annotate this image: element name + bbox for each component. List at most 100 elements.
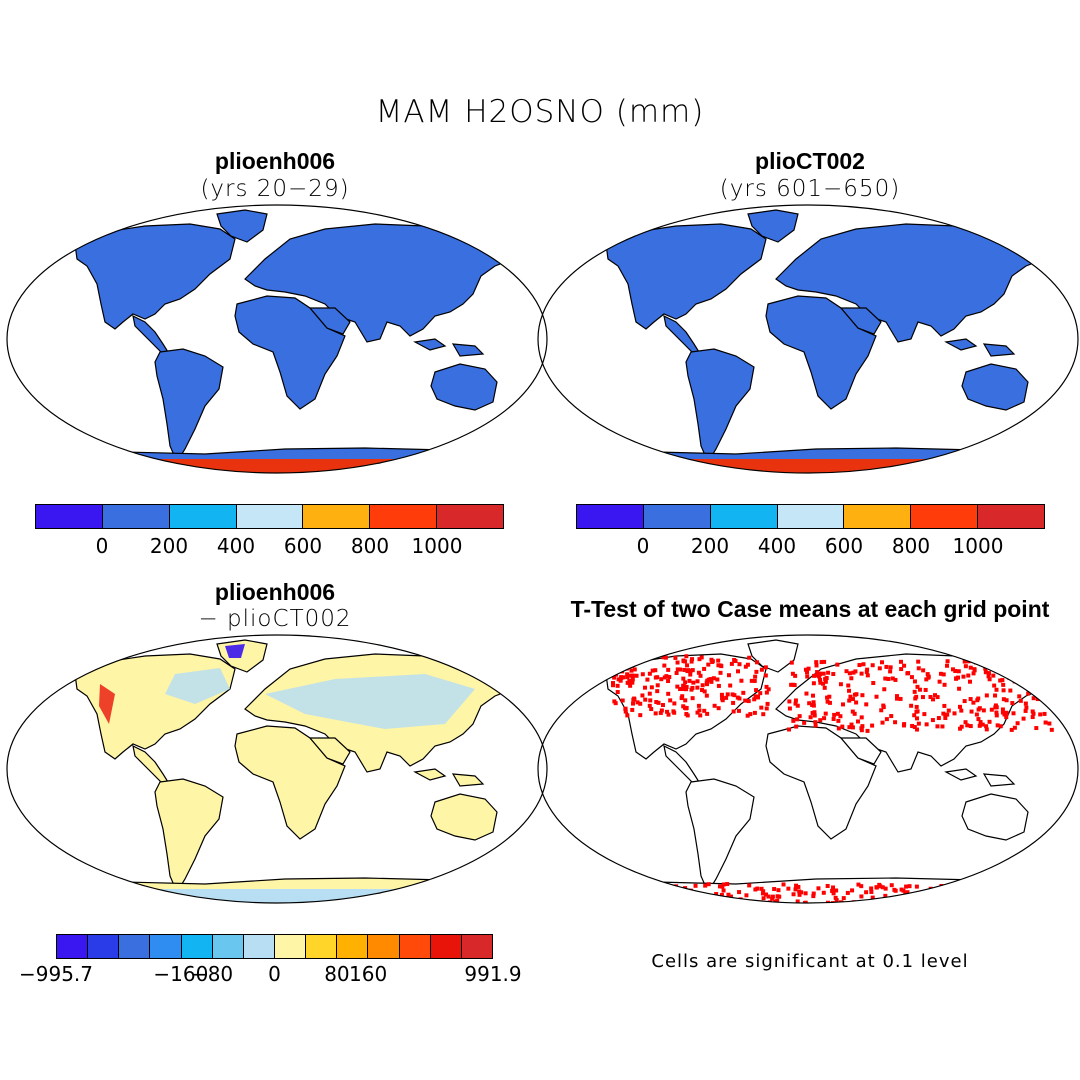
colorbar-tick-label: 200	[149, 534, 189, 558]
colorbar-tick-label: 0	[268, 962, 281, 986]
significant-cell	[871, 681, 876, 686]
significant-cell	[977, 890, 982, 895]
significant-cell	[1001, 668, 1006, 673]
significant-cell	[747, 655, 752, 660]
colorbar-swatch	[399, 935, 431, 958]
significant-cell	[916, 659, 921, 664]
significant-cell	[818, 718, 823, 723]
significant-cell	[793, 701, 798, 706]
significant-cell	[1010, 701, 1015, 706]
significant-cell	[639, 883, 644, 888]
significant-cell	[1066, 894, 1071, 899]
significant-cell	[744, 893, 749, 898]
significant-cell	[675, 684, 680, 689]
significant-cell	[681, 659, 686, 664]
significant-cell	[993, 693, 998, 698]
significant-cell	[1008, 901, 1013, 903]
significant-cell	[847, 671, 852, 676]
colorbar-swatch	[370, 505, 438, 528]
significant-cell	[625, 675, 630, 680]
significant-cell	[940, 724, 945, 729]
significant-cell	[827, 694, 832, 699]
panel-subtitle-bottom-left: − plioCT002	[198, 606, 352, 632]
significant-cell	[616, 677, 621, 682]
significant-cell	[681, 686, 686, 691]
significant-cell	[712, 897, 717, 902]
significant-cell	[649, 889, 654, 894]
significant-cell	[722, 905, 726, 909]
significant-cell	[838, 682, 843, 687]
significant-cell	[715, 677, 720, 682]
significant-cell	[850, 709, 855, 714]
significant-cell	[987, 886, 992, 891]
significant-cell	[882, 687, 887, 692]
significant-cell	[963, 720, 968, 725]
significant-cell	[1030, 709, 1035, 714]
significant-cell	[893, 888, 898, 893]
significant-cell	[695, 710, 700, 715]
colorbar-swatch	[337, 935, 369, 958]
significant-cell	[870, 663, 875, 668]
significant-cell	[859, 715, 864, 720]
significant-cell	[672, 701, 677, 706]
significant-cell	[655, 675, 660, 680]
significant-cell	[626, 898, 631, 903]
significant-cell	[1025, 676, 1030, 681]
colorbar-swatch	[88, 935, 120, 958]
significant-cell	[850, 697, 855, 702]
significant-cell	[921, 668, 926, 673]
significant-cell	[761, 889, 766, 894]
antarctica-top-left	[45, 459, 545, 473]
significant-cell	[860, 693, 865, 698]
significant-cell	[884, 664, 889, 669]
significant-cell	[834, 888, 839, 893]
significant-cell	[683, 680, 688, 685]
significant-cell	[614, 882, 619, 887]
significant-cell	[658, 898, 663, 903]
significant-cell	[638, 713, 643, 718]
significant-cell	[797, 889, 802, 894]
significant-cell	[962, 699, 967, 704]
significant-cell	[721, 888, 726, 893]
significant-cell	[623, 706, 628, 711]
significant-cell	[675, 892, 680, 897]
significant-cell	[688, 672, 693, 677]
significant-cell	[651, 892, 656, 897]
significant-cell	[818, 677, 823, 682]
significant-cell	[764, 684, 769, 689]
significant-cell	[702, 689, 707, 694]
significant-cell	[1047, 721, 1052, 726]
significant-cell	[780, 904, 784, 908]
significant-cell	[693, 883, 698, 888]
significant-cell	[1013, 890, 1018, 895]
significant-cell	[999, 660, 1004, 665]
significant-cell	[618, 883, 623, 888]
significant-cell	[755, 660, 760, 665]
significant-cell	[777, 894, 782, 899]
colorbar-top-left	[35, 504, 504, 529]
significant-cell	[602, 882, 607, 887]
significant-cell	[651, 893, 656, 898]
significant-cell	[708, 677, 713, 682]
significant-cell	[1048, 664, 1053, 669]
significant-cell	[822, 716, 827, 721]
significant-cell	[624, 663, 629, 668]
significant-cell	[628, 683, 633, 688]
significant-cell	[899, 887, 904, 892]
significant-cell	[632, 696, 637, 701]
significant-cell	[726, 892, 731, 897]
significant-cell	[653, 711, 658, 716]
map-bottom-left	[6, 634, 548, 904]
significant-cell	[994, 713, 999, 718]
colorbar-swatch	[119, 935, 151, 958]
significant-cell	[890, 676, 895, 681]
significant-cell	[1042, 659, 1047, 664]
significant-cell	[607, 901, 612, 903]
significant-cell	[849, 722, 854, 727]
colorbar-tick-label: −160	[153, 962, 209, 986]
significant-cell	[673, 906, 677, 910]
significant-cell	[754, 669, 759, 674]
significant-cell	[1062, 889, 1067, 894]
panel-title-top-left: plioenh006	[214, 148, 336, 174]
significant-cell	[1072, 904, 1076, 908]
